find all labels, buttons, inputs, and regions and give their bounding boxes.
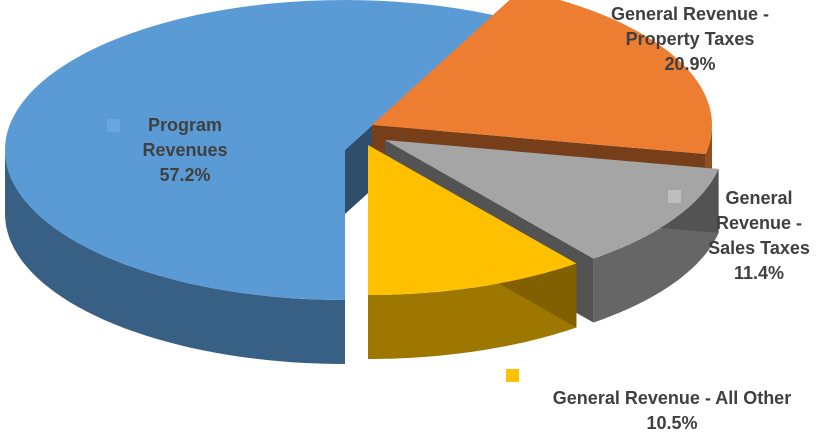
swatch-all-other (506, 369, 519, 382)
label-sales-taxes-line2: Revenue - (715, 213, 803, 233)
label-property-taxes-value: 20.9% (664, 54, 716, 74)
label-all-other-line1: General Revenue - All Other (552, 388, 792, 408)
slice-top-property-taxes (372, 0, 712, 154)
slice-top-sales-taxes (385, 140, 719, 259)
label-all-other-value: 10.5% (646, 413, 698, 433)
slice-top-all-other (368, 145, 577, 295)
swatch-property-taxes (536, 12, 549, 25)
label-sales-taxes-line3: Sales Taxes (708, 238, 810, 258)
swatch-sales-taxes (668, 190, 681, 203)
label-program-revenues-line1: Program (147, 115, 223, 135)
label-property-taxes-line2: Property Taxes (625, 29, 755, 49)
swatch-program-revenues (107, 119, 120, 132)
label-sales-taxes: General Revenue - Sales Taxes 11.4% (694, 186, 824, 286)
label-property-taxes: General Revenue - Property Taxes 20.9% (536, 2, 820, 77)
label-program-revenues-line2: Revenues (142, 140, 228, 160)
slice-top-program-revenues (4, 0, 494, 301)
label-sales-taxes-line1: General (725, 188, 793, 208)
label-property-taxes-line1: General Revenue - (610, 4, 770, 24)
label-sales-taxes-value: 11.4% (733, 263, 785, 283)
label-program-revenues: Program Revenues 57.2% (95, 113, 275, 188)
slice-side-program-revenues (5, 150, 345, 364)
label-program-revenues-value: 57.2% (159, 165, 211, 185)
label-all-other: General Revenue - All Other 10.5% (520, 386, 824, 436)
slice-side-sales-taxes (593, 169, 719, 323)
